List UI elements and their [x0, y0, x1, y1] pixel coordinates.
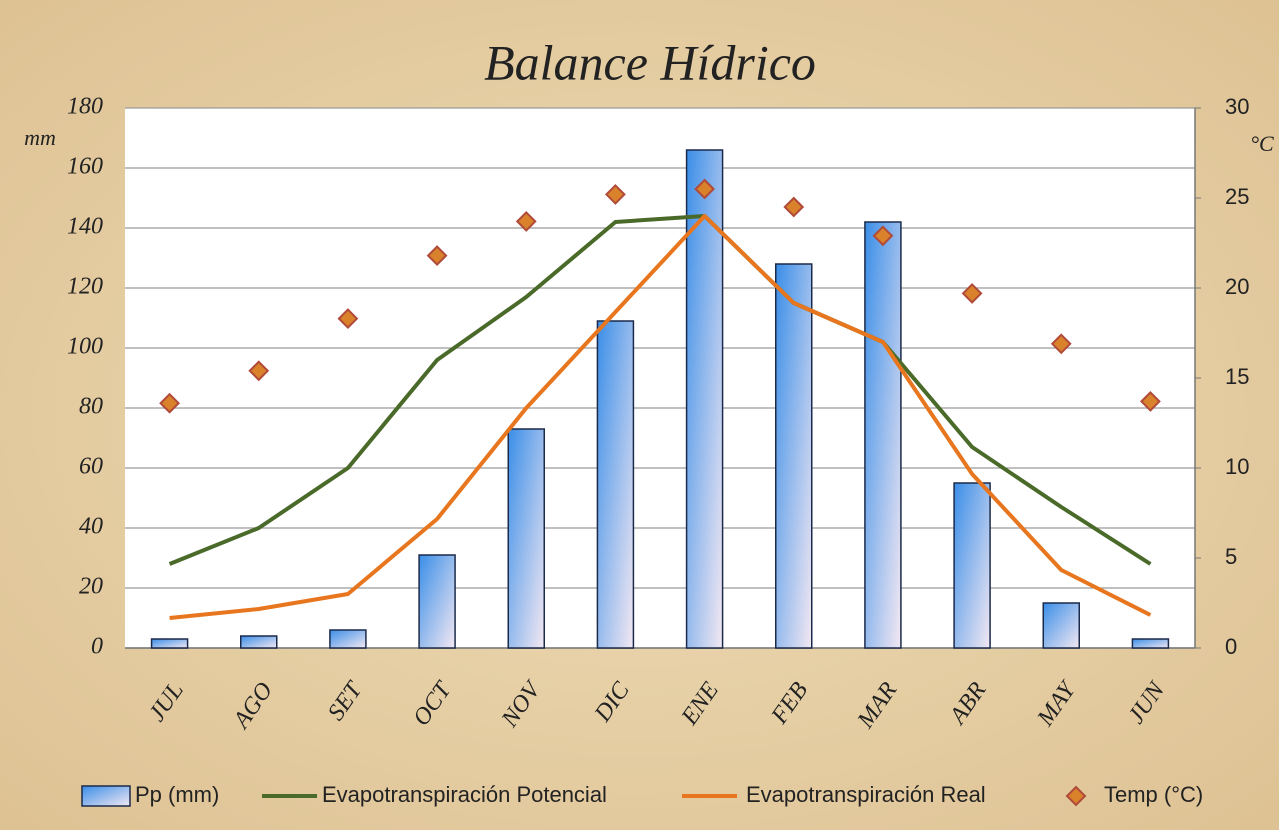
legend-swatch: [81, 785, 131, 807]
y-tick-label: 0: [91, 634, 103, 660]
y-tick-label: 20: [79, 574, 103, 600]
plot-area: [125, 108, 1195, 648]
y-tick-label: 80: [79, 394, 103, 420]
marker: [605, 183, 626, 205]
y-tick-label: 160: [67, 154, 103, 180]
y2-tick-label: 5: [1225, 544, 1237, 569]
y-tick-label: 60: [79, 454, 103, 480]
bar: [1042, 602, 1080, 649]
line: [169, 214, 1152, 620]
y2-tick-label: 25: [1225, 184, 1249, 209]
y2-tick-label: 0: [1225, 634, 1237, 659]
y2-tick-label: 30: [1225, 94, 1249, 119]
legend-label: Pp (mm): [135, 782, 219, 807]
bar: [507, 428, 545, 649]
bar: [596, 320, 635, 649]
y-tick-label: 100: [67, 334, 103, 360]
marker: [783, 196, 805, 218]
y-tick-label: 140: [67, 214, 103, 240]
bar: [240, 635, 278, 649]
bar: [775, 263, 813, 649]
y-tick-label: 180: [67, 94, 103, 120]
bar: [864, 221, 902, 649]
y-axis-label: mm: [24, 125, 56, 150]
bar: [953, 482, 991, 649]
y-tick-label: 40: [79, 514, 103, 540]
bar: [329, 629, 367, 649]
legend-label: Temp (°C): [1104, 782, 1203, 807]
y2-axis-label: °C: [1250, 131, 1274, 156]
bar: [418, 554, 456, 649]
marker: [961, 282, 983, 304]
marker: [426, 245, 448, 267]
marker: [337, 308, 359, 330]
legend-label: Evapotranspiración Potencial: [322, 782, 607, 807]
marker: [1140, 390, 1161, 412]
bar: [1131, 638, 1170, 649]
marker: [515, 210, 537, 232]
y2-tick-label: 15: [1225, 364, 1249, 389]
marker: [694, 178, 715, 200]
legend-swatch: [1065, 785, 1087, 807]
line: [168, 214, 1152, 566]
bar: [685, 149, 724, 649]
marker: [159, 392, 180, 414]
y-tick-label: 120: [67, 274, 103, 300]
y2-tick-label: 10: [1225, 454, 1249, 479]
marker: [1050, 333, 1072, 355]
y2-tick-label: 20: [1225, 274, 1249, 299]
legend-label: Evapotranspiración Real: [746, 782, 986, 807]
marker: [248, 360, 270, 382]
chart-title: Balance Hídrico: [484, 34, 816, 90]
bar: [150, 638, 189, 649]
marker: [872, 225, 894, 247]
